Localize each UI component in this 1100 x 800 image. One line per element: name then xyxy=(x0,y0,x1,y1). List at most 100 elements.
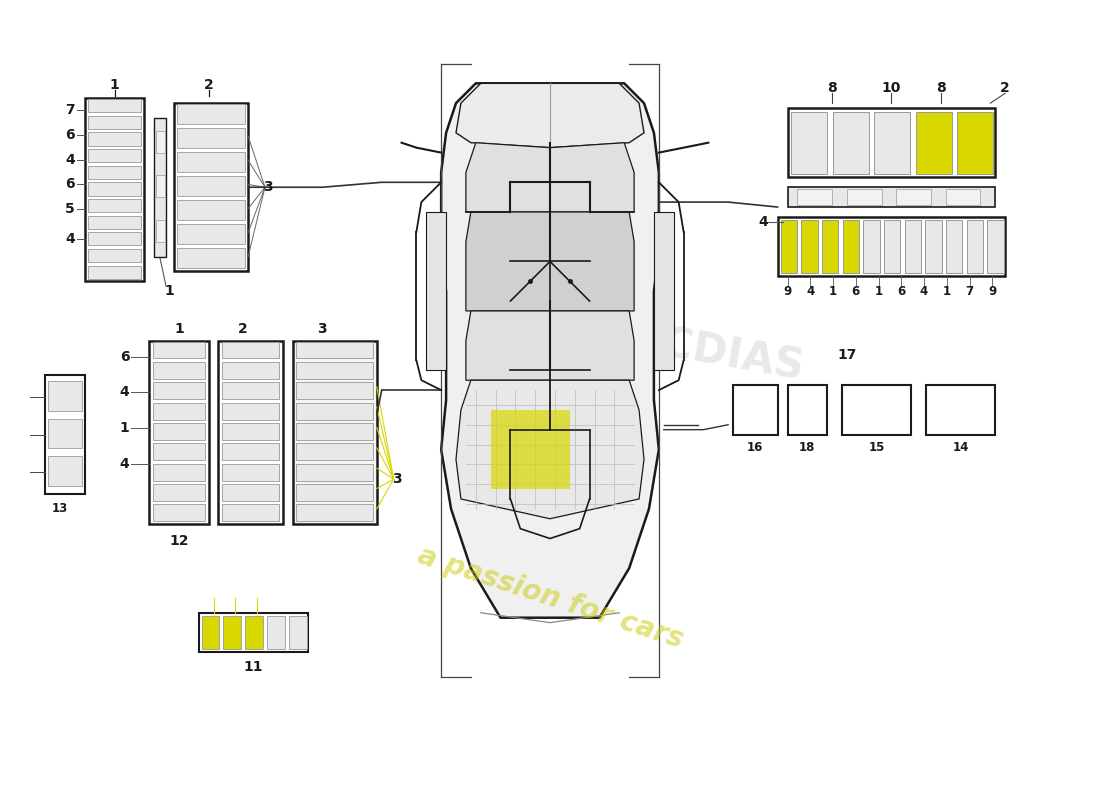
Text: 5: 5 xyxy=(65,202,75,216)
Bar xyxy=(177,200,244,220)
Bar xyxy=(296,382,373,399)
Text: 3: 3 xyxy=(318,322,327,336)
Bar xyxy=(153,484,205,501)
Bar xyxy=(296,423,373,440)
Text: DOCDIAS: DOCDIAS xyxy=(590,311,807,390)
Polygon shape xyxy=(441,83,659,618)
Text: 1: 1 xyxy=(829,285,837,298)
Bar xyxy=(88,216,141,229)
Text: 7: 7 xyxy=(65,103,75,117)
Bar xyxy=(296,443,373,460)
Bar xyxy=(874,111,910,174)
Text: 1: 1 xyxy=(174,322,184,336)
Bar xyxy=(219,341,283,524)
Text: 6: 6 xyxy=(851,285,860,298)
Bar xyxy=(884,220,900,273)
Text: 4: 4 xyxy=(806,285,814,298)
Bar xyxy=(88,232,141,246)
Bar xyxy=(174,103,249,271)
Bar xyxy=(904,220,921,273)
Bar xyxy=(653,212,673,370)
Bar xyxy=(491,410,570,489)
Bar xyxy=(201,616,220,650)
Bar xyxy=(791,111,827,174)
Bar xyxy=(267,616,285,650)
Text: 1: 1 xyxy=(110,78,120,92)
Text: 8: 8 xyxy=(936,82,946,95)
Bar xyxy=(156,131,165,153)
Text: 9: 9 xyxy=(988,285,997,298)
Bar xyxy=(289,616,307,650)
Bar xyxy=(223,616,241,650)
Bar xyxy=(781,220,796,273)
Bar xyxy=(946,220,962,273)
Bar xyxy=(222,504,279,522)
Bar xyxy=(915,111,952,174)
Bar xyxy=(222,342,279,358)
Bar xyxy=(222,382,279,399)
Bar xyxy=(153,504,205,522)
Text: 14: 14 xyxy=(953,441,969,454)
Text: 1: 1 xyxy=(120,421,130,434)
Text: 11: 11 xyxy=(243,660,263,674)
Bar xyxy=(153,362,205,379)
Bar xyxy=(153,402,205,419)
Text: 12: 12 xyxy=(169,534,189,547)
Text: 6: 6 xyxy=(120,350,130,365)
Bar xyxy=(222,443,279,460)
Text: 10: 10 xyxy=(882,82,901,95)
Text: 6: 6 xyxy=(65,128,75,142)
Bar xyxy=(788,108,996,178)
Bar xyxy=(222,464,279,481)
Bar xyxy=(88,99,141,112)
Bar xyxy=(843,220,859,273)
Text: 15: 15 xyxy=(868,441,884,454)
Bar xyxy=(296,402,373,419)
Bar xyxy=(842,385,911,434)
Bar xyxy=(988,220,1003,273)
Bar xyxy=(925,220,942,273)
Bar xyxy=(150,341,209,524)
Bar xyxy=(88,166,141,179)
Text: 1: 1 xyxy=(874,285,882,298)
Bar xyxy=(48,381,81,411)
Bar xyxy=(427,212,447,370)
Bar xyxy=(88,249,141,262)
Bar xyxy=(88,199,141,212)
Bar xyxy=(296,484,373,501)
Bar xyxy=(156,175,165,197)
Bar xyxy=(733,385,778,434)
Bar xyxy=(177,152,244,172)
Text: 2: 2 xyxy=(204,78,213,92)
Bar xyxy=(177,248,244,268)
Bar xyxy=(222,402,279,419)
Text: 4: 4 xyxy=(65,232,75,246)
Text: 17: 17 xyxy=(837,349,857,362)
Bar xyxy=(153,342,205,358)
Bar xyxy=(833,111,869,174)
Bar xyxy=(88,149,141,162)
Bar xyxy=(967,220,983,273)
Bar xyxy=(798,190,832,205)
Bar xyxy=(296,362,373,379)
Bar xyxy=(153,382,205,399)
Bar xyxy=(199,613,308,652)
Bar xyxy=(154,118,166,257)
Bar xyxy=(48,457,81,486)
Bar xyxy=(293,341,377,524)
Bar xyxy=(957,111,993,174)
Bar xyxy=(222,484,279,501)
Bar xyxy=(88,133,141,146)
Bar xyxy=(864,220,880,273)
Text: 2: 2 xyxy=(1000,82,1010,95)
Bar xyxy=(222,423,279,440)
Polygon shape xyxy=(466,311,634,380)
Bar xyxy=(296,504,373,522)
Polygon shape xyxy=(456,83,644,148)
Bar xyxy=(88,266,141,278)
Polygon shape xyxy=(456,380,644,518)
Text: 9: 9 xyxy=(783,285,792,298)
Bar xyxy=(245,616,263,650)
Bar xyxy=(153,443,205,460)
Bar xyxy=(177,176,244,196)
